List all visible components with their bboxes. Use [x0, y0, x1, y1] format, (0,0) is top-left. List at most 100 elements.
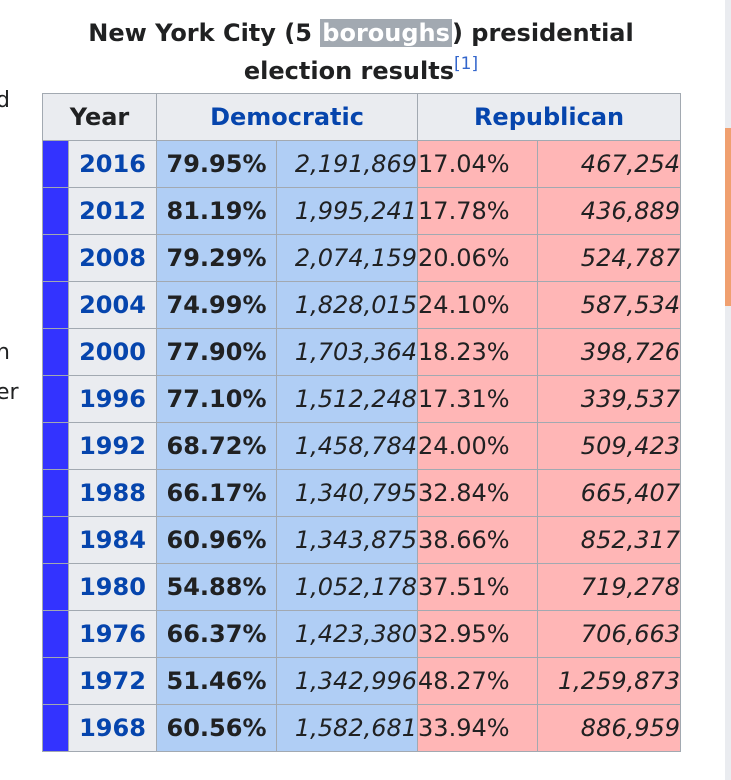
republican-votes: 339,537	[537, 375, 682, 423]
republican-votes: 706,663	[537, 610, 682, 658]
democratic-votes: 1,423,380	[276, 610, 419, 658]
winner-color-strip	[42, 281, 69, 329]
winner-color-strip	[42, 375, 69, 423]
year-link[interactable]: 2012	[67, 187, 158, 235]
republican-percent: 20.06%	[417, 234, 539, 282]
democratic-percent: 54.88%	[156, 563, 278, 611]
table-row: 2016 79.95% 2,191,869 17.04% 467,254	[42, 140, 682, 188]
table-row: 1996 77.10% 1,512,248 17.31% 339,537	[42, 375, 682, 423]
year-link[interactable]: 1976	[67, 610, 158, 658]
year-link[interactable]: 1968	[67, 704, 158, 752]
democratic-votes: 1,995,241	[276, 187, 419, 235]
democratic-percent: 74.99%	[156, 281, 278, 329]
winner-color-strip	[42, 140, 69, 188]
democratic-percent: 66.17%	[156, 469, 278, 517]
winner-color-strip	[42, 234, 69, 282]
table-row: 1992 68.72% 1,458,784 24.00% 509,423	[42, 422, 682, 470]
democratic-votes: 1,342,996	[276, 657, 419, 705]
table-row: 2004 74.99% 1,828,015 24.10% 587,534	[42, 281, 682, 329]
republican-votes: 587,534	[537, 281, 682, 329]
republican-votes: 665,407	[537, 469, 682, 517]
winner-color-strip	[42, 610, 69, 658]
caption-text: New York City (5	[88, 19, 321, 47]
table-row: 2012 81.19% 1,995,241 17.78% 436,889	[42, 187, 682, 235]
republican-percent: 33.94%	[417, 704, 539, 752]
winner-color-strip	[42, 657, 69, 705]
democratic-percent: 79.29%	[156, 234, 278, 282]
republican-votes: 1,259,873	[537, 657, 682, 705]
democratic-votes: 1,343,875	[276, 516, 419, 564]
republican-votes: 524,787	[537, 234, 682, 282]
republican-percent: 32.95%	[417, 610, 539, 658]
winner-color-strip	[42, 187, 69, 235]
table-caption: New York City (5 boroughs) presidential …	[42, 14, 680, 90]
republican-percent: 38.66%	[417, 516, 539, 564]
republican-votes: 436,889	[537, 187, 682, 235]
year-link[interactable]: 1972	[67, 657, 158, 705]
winner-color-strip	[42, 704, 69, 752]
democratic-percent: 79.95%	[156, 140, 278, 188]
winner-color-strip	[42, 516, 69, 564]
republican-votes: 852,317	[537, 516, 682, 564]
republican-votes: 509,423	[537, 422, 682, 470]
republican-percent: 17.78%	[417, 187, 539, 235]
democratic-percent: 81.19%	[156, 187, 278, 235]
democratic-votes: 2,191,869	[276, 140, 419, 188]
republican-votes: 467,254	[537, 140, 682, 188]
republican-votes: 398,726	[537, 328, 682, 376]
democratic-percent: 51.46%	[156, 657, 278, 705]
year-link[interactable]: 1980	[67, 563, 158, 611]
year-link[interactable]: 2000	[67, 328, 158, 376]
table-row: 2000 77.90% 1,703,364 18.23% 398,726	[42, 328, 682, 376]
table-row: 2008 79.29% 2,074,159 20.06% 524,787	[42, 234, 682, 282]
winner-color-strip	[42, 469, 69, 517]
republican-percent: 18.23%	[417, 328, 539, 376]
winner-color-strip	[42, 328, 69, 376]
democratic-votes: 1,512,248	[276, 375, 419, 423]
year-link[interactable]: 1988	[67, 469, 158, 517]
year-link[interactable]: 1992	[67, 422, 158, 470]
election-results-table: Year Democratic Republican 2016 79.95% 2,1…	[41, 93, 682, 752]
democratic-votes: 1,340,795	[276, 469, 419, 517]
table-row: 1980 54.88% 1,052,178 37.51% 719,278	[42, 563, 682, 611]
republican-column-header[interactable]: Republican	[417, 93, 682, 141]
table-row: 1984 60.96% 1,343,875 38.66% 852,317	[42, 516, 682, 564]
year-link[interactable]: 1996	[67, 375, 158, 423]
democratic-percent: 68.72%	[156, 422, 278, 470]
democratic-votes: 1,052,178	[276, 563, 419, 611]
democratic-votes: 1,828,015	[276, 281, 419, 329]
scrollbar-thumb[interactable]	[725, 128, 731, 306]
year-link[interactable]: 2008	[67, 234, 158, 282]
year-link[interactable]: 2004	[67, 281, 158, 329]
boroughs-link-highlighted[interactable]: boroughs	[320, 19, 452, 47]
republican-percent: 37.51%	[417, 563, 539, 611]
scrollbar-track[interactable]	[725, 0, 731, 780]
reference-link[interactable]: [1]	[454, 54, 479, 74]
democratic-percent: 77.90%	[156, 328, 278, 376]
republican-percent: 24.00%	[417, 422, 539, 470]
republican-percent: 24.10%	[417, 281, 539, 329]
table-header-row: Year Democratic Republican	[41, 93, 682, 141]
caption-text: ) presidential election results	[243, 19, 634, 85]
clipped-text-fragment: er	[0, 380, 19, 405]
republican-percent: 17.31%	[417, 375, 539, 423]
democratic-percent: 60.56%	[156, 704, 278, 752]
clipped-text-fragment: n	[0, 340, 10, 365]
republican-votes: 719,278	[537, 563, 682, 611]
table-row: 1988 66.17% 1,340,795 32.84% 665,407	[42, 469, 682, 517]
year-column-header: Year	[41, 93, 158, 141]
clipped-text-fragment: d	[0, 88, 10, 113]
republican-percent: 48.27%	[417, 657, 539, 705]
republican-percent: 32.84%	[417, 469, 539, 517]
table-row: 1968 60.56% 1,582,681 33.94% 886,959	[42, 704, 682, 752]
year-link[interactable]: 2016	[67, 140, 158, 188]
table-row: 1972 51.46% 1,342,996 48.27% 1,259,873	[42, 657, 682, 705]
table-row: 1976 66.37% 1,423,380 32.95% 706,663	[42, 610, 682, 658]
democratic-percent: 77.10%	[156, 375, 278, 423]
democratic-column-header[interactable]: Democratic	[156, 93, 419, 141]
democratic-percent: 60.96%	[156, 516, 278, 564]
winner-color-strip	[42, 563, 69, 611]
year-link[interactable]: 1984	[67, 516, 158, 564]
democratic-votes: 1,703,364	[276, 328, 419, 376]
